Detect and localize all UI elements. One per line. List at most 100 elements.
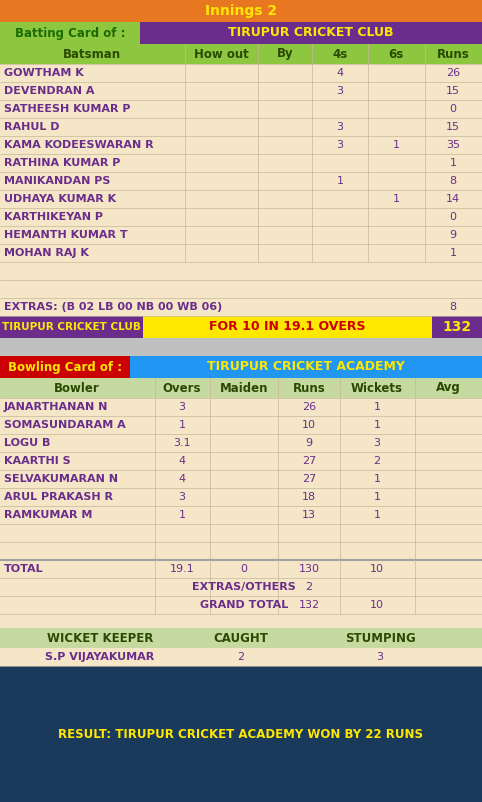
Bar <box>0 506 482 524</box>
Text: 1: 1 <box>374 492 380 502</box>
Text: TOTAL: TOTAL <box>4 564 44 574</box>
Text: 3: 3 <box>336 122 344 132</box>
Text: How out: How out <box>194 47 248 60</box>
Bar <box>0 488 482 506</box>
Text: S.P VIJAYAKUMAR: S.P VIJAYAKUMAR <box>45 652 155 662</box>
Text: 13: 13 <box>302 510 316 520</box>
Text: 10: 10 <box>370 564 384 574</box>
Text: RAMKUMAR M: RAMKUMAR M <box>4 510 93 520</box>
Text: 15: 15 <box>446 86 460 96</box>
Text: 3.1: 3.1 <box>173 438 191 448</box>
Text: 1: 1 <box>392 140 400 150</box>
Text: 4: 4 <box>178 456 186 466</box>
Text: 26: 26 <box>302 402 316 412</box>
Text: RATHINA KUMAR P: RATHINA KUMAR P <box>4 158 120 168</box>
Text: 14: 14 <box>446 194 460 204</box>
Text: Bowling Card of :: Bowling Card of : <box>8 361 122 374</box>
Text: EXTRAS/OTHERS: EXTRAS/OTHERS <box>192 582 296 592</box>
Text: GRAND TOTAL: GRAND TOTAL <box>200 600 288 610</box>
Bar <box>0 452 482 470</box>
Bar <box>0 64 482 82</box>
Text: Innings 2: Innings 2 <box>205 4 277 18</box>
Text: 4: 4 <box>336 68 344 78</box>
Bar <box>0 280 482 298</box>
Bar <box>0 226 482 244</box>
Text: KARTHIKEYAN P: KARTHIKEYAN P <box>4 212 103 222</box>
Text: UDHAYA KUMAR K: UDHAYA KUMAR K <box>4 194 116 204</box>
Bar <box>0 470 482 488</box>
Text: TIRUPUR CRICKET CLUB: TIRUPUR CRICKET CLUB <box>228 26 394 39</box>
Bar <box>0 542 482 560</box>
Text: STUMPING: STUMPING <box>345 631 415 645</box>
Text: JANARTHANAN N: JANARTHANAN N <box>4 402 108 412</box>
Text: MANIKANDAN PS: MANIKANDAN PS <box>4 176 110 186</box>
Bar <box>0 244 482 262</box>
Text: 15: 15 <box>446 122 460 132</box>
Text: RAHUL D: RAHUL D <box>4 122 59 132</box>
Text: 8: 8 <box>449 302 456 312</box>
Text: Bowler: Bowler <box>54 382 100 395</box>
Text: Overs: Overs <box>163 382 201 395</box>
Text: 3: 3 <box>336 86 344 96</box>
Text: 3: 3 <box>178 492 186 502</box>
Bar <box>0 578 482 596</box>
Text: ARUL PRAKASH R: ARUL PRAKASH R <box>4 492 113 502</box>
Bar <box>0 44 482 64</box>
Bar <box>0 416 482 434</box>
Bar <box>0 398 482 416</box>
Bar <box>0 524 482 542</box>
Text: SOMASUNDARAM A: SOMASUNDARAM A <box>4 420 126 430</box>
Text: SATHEESH KUMAR P: SATHEESH KUMAR P <box>4 104 131 114</box>
Text: 132: 132 <box>442 320 471 334</box>
Text: 4: 4 <box>178 474 186 484</box>
Text: 9: 9 <box>306 438 312 448</box>
Text: 3: 3 <box>178 402 186 412</box>
Bar <box>0 208 482 226</box>
Bar <box>0 316 143 338</box>
Text: 27: 27 <box>302 474 316 484</box>
Text: HEMANTH KUMAR T: HEMANTH KUMAR T <box>4 230 128 240</box>
Text: Batting Card of :: Batting Card of : <box>15 26 125 39</box>
Text: 35: 35 <box>446 140 460 150</box>
Text: Wickets: Wickets <box>351 382 403 395</box>
Text: DEVENDRAN A: DEVENDRAN A <box>4 86 94 96</box>
Text: 1: 1 <box>336 176 344 186</box>
Text: 130: 130 <box>298 564 320 574</box>
Text: 1: 1 <box>374 474 380 484</box>
Text: 3: 3 <box>376 652 384 662</box>
Text: 19.1: 19.1 <box>170 564 194 574</box>
Text: MOHAN RAJ K: MOHAN RAJ K <box>4 248 89 258</box>
Text: FOR 10 IN 19.1 OVERS: FOR 10 IN 19.1 OVERS <box>209 321 366 334</box>
Bar <box>0 338 482 356</box>
Bar <box>0 100 482 118</box>
Text: Batsman: Batsman <box>63 47 121 60</box>
Bar <box>0 154 482 172</box>
Text: 2: 2 <box>238 652 244 662</box>
Text: 3: 3 <box>336 140 344 150</box>
Text: WICKET KEEPER: WICKET KEEPER <box>47 631 153 645</box>
Bar <box>0 136 482 154</box>
Text: Runs: Runs <box>437 47 469 60</box>
Text: 10: 10 <box>370 600 384 610</box>
Text: 1: 1 <box>178 420 186 430</box>
Text: 8: 8 <box>449 176 456 186</box>
Bar <box>0 190 482 208</box>
Text: By: By <box>277 47 294 60</box>
Text: 2: 2 <box>306 582 312 592</box>
Bar <box>0 614 482 628</box>
Text: 1: 1 <box>374 420 380 430</box>
Bar <box>0 22 140 44</box>
Bar <box>0 172 482 190</box>
Text: Maiden: Maiden <box>220 382 268 395</box>
Bar <box>0 356 130 378</box>
Bar <box>0 560 482 578</box>
Text: KAMA KODEESWARAN R: KAMA KODEESWARAN R <box>4 140 154 150</box>
Text: Avg: Avg <box>436 382 460 395</box>
Bar <box>143 316 432 338</box>
Bar <box>0 434 482 452</box>
Text: 1: 1 <box>450 158 456 168</box>
Text: 3: 3 <box>374 438 380 448</box>
Text: 0: 0 <box>450 104 456 114</box>
Text: TIRUPUR CRICKET CLUB: TIRUPUR CRICKET CLUB <box>1 322 140 332</box>
Bar <box>0 298 482 316</box>
